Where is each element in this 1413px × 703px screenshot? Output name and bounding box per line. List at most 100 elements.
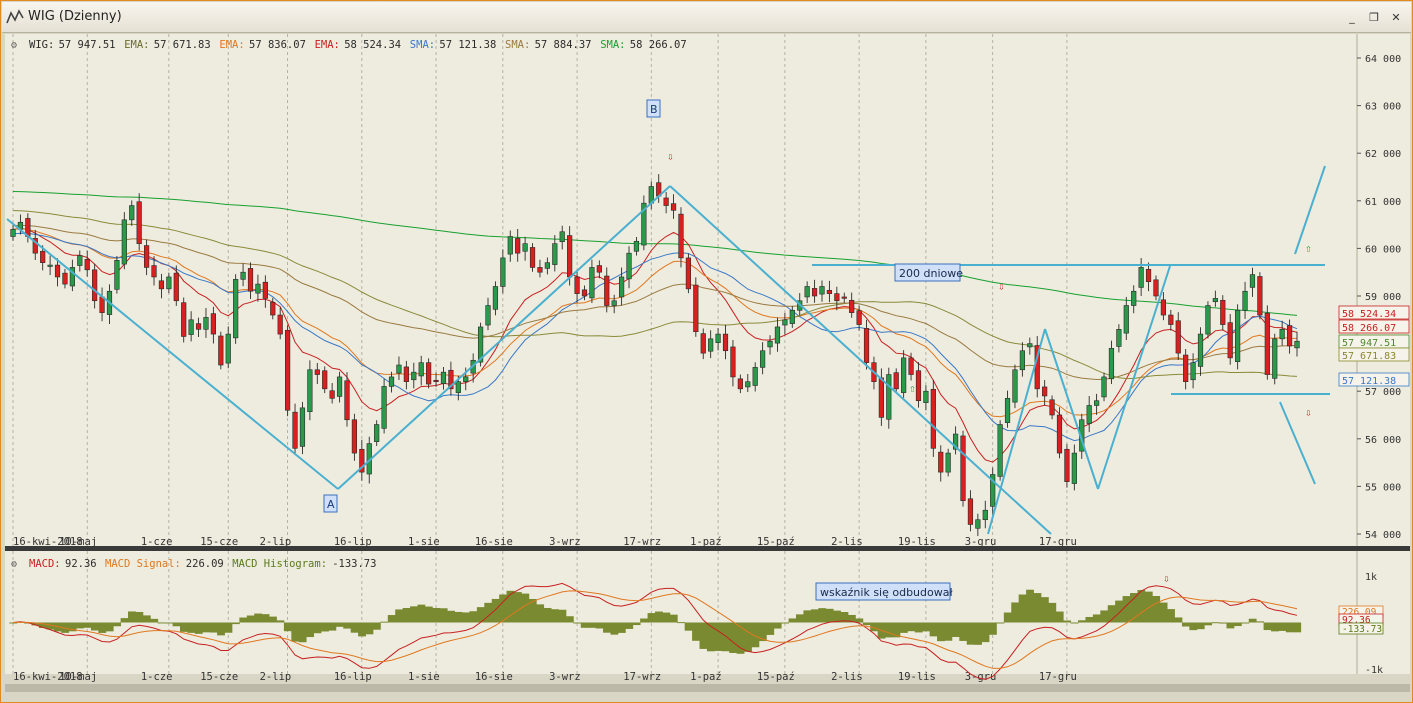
macd-histogram-bar xyxy=(1278,622,1287,631)
macd-histogram-bar xyxy=(1092,614,1101,623)
candle-body xyxy=(552,243,558,265)
price-tag-value: 58 266.07 xyxy=(1342,323,1396,334)
macd-histogram-bar xyxy=(387,615,396,623)
macd-histogram-bar xyxy=(239,617,248,623)
ema-line-brown xyxy=(12,224,1298,381)
candle-body xyxy=(537,267,543,273)
candle-body xyxy=(1235,309,1241,362)
candle-body xyxy=(1197,333,1204,367)
candle-body xyxy=(121,219,127,265)
macd-x-tick-label: 1-sie xyxy=(408,671,440,683)
candle-body xyxy=(1004,398,1011,423)
candle-body xyxy=(54,264,61,278)
candle-body xyxy=(1168,314,1174,325)
macd-y-tick-label: -1k xyxy=(1365,665,1383,676)
annotation-wskaznik-label: wskaźnik się odbudował xyxy=(820,586,953,599)
macd-x-tick-label: 16-kwi-2018 xyxy=(13,671,83,683)
macd-histogram-bar xyxy=(929,622,938,637)
macd-histogram-bar xyxy=(1018,594,1027,623)
macd-histogram-bar xyxy=(313,622,322,634)
macd-histogram-bar xyxy=(224,622,233,633)
candle-body xyxy=(1294,340,1300,349)
candle-body xyxy=(477,326,484,363)
candle-body xyxy=(292,411,298,449)
macd-histogram-bar xyxy=(179,622,188,632)
candle-body xyxy=(47,264,53,267)
macd-histogram-bar xyxy=(551,609,559,623)
candle-body xyxy=(1027,343,1033,348)
candle-body xyxy=(1190,362,1196,381)
macd-histogram-bar xyxy=(892,622,901,638)
macd-histogram-bar xyxy=(350,622,359,633)
candle-body xyxy=(708,338,714,352)
restore-button[interactable]: ❐ xyxy=(1369,11,1379,24)
macd-histogram-bar xyxy=(714,622,723,651)
macd-panel: 1k0k-1k xyxy=(9,572,1383,680)
candle-body xyxy=(544,262,550,269)
macd-histogram-bar xyxy=(439,608,448,623)
macd-histogram-bar xyxy=(640,618,648,623)
minimize-button[interactable]: _ xyxy=(1349,11,1355,24)
horizontal-scrollbar[interactable] xyxy=(5,684,1410,692)
candle-body xyxy=(307,369,313,412)
macd-x-tick-label: 2-lis xyxy=(831,671,863,683)
macd-histogram-bar xyxy=(1122,596,1131,623)
x-tick-label: 17-gru xyxy=(1039,536,1077,548)
close-button[interactable]: ✕ xyxy=(1391,11,1401,24)
macd-settings-icon[interactable]: ⚙ xyxy=(10,559,17,570)
legend-label: MACD Signal: xyxy=(105,558,181,570)
macd-histogram-bar xyxy=(736,622,745,654)
macd-x-tick-label: 17-wrz xyxy=(623,671,661,683)
trend-line xyxy=(337,185,671,490)
legend-label: MACD Histogram: xyxy=(232,558,327,570)
candle-body xyxy=(567,235,573,278)
macd-histogram-bar xyxy=(447,610,456,623)
macd-histogram-bar xyxy=(484,602,493,623)
candle-body xyxy=(62,272,68,285)
macd-histogram-bar xyxy=(543,607,552,623)
trend-line xyxy=(1097,265,1171,490)
candle-body xyxy=(982,509,988,521)
annotation-b: B xyxy=(646,99,661,118)
candle-body xyxy=(626,252,632,280)
macd-histogram-bar xyxy=(128,611,136,623)
sma-200-line xyxy=(12,191,1298,316)
candle-body xyxy=(195,323,202,330)
candle-body xyxy=(388,376,395,387)
x-tick-label: 1-cze xyxy=(141,536,173,548)
macd-histogram-bar xyxy=(855,618,864,623)
candle-body xyxy=(975,519,981,529)
candle-body xyxy=(203,317,209,330)
macd-histogram-bar xyxy=(254,613,263,623)
macd-histogram-bar xyxy=(1226,622,1235,629)
macd-histogram-bar xyxy=(796,614,804,623)
macd-histogram-bar xyxy=(833,610,841,623)
macd-histogram-bar xyxy=(847,614,856,623)
candle-body xyxy=(574,276,580,294)
candle-body xyxy=(69,267,75,287)
candle-body xyxy=(455,381,461,393)
candle-body xyxy=(448,369,454,390)
y-tick-label: 63 000 xyxy=(1365,102,1401,113)
candle-body xyxy=(678,213,684,259)
candle-body xyxy=(930,388,936,449)
price-tag xyxy=(1338,319,1410,334)
candle-body xyxy=(418,362,424,377)
price-legend: ⚙ WIG: 57 947.51 EMA: 57 671.83 EMA: 57 836.0… xyxy=(10,39,687,51)
candle-body xyxy=(693,284,699,333)
macd-histogram-bar xyxy=(150,618,159,623)
sell-arrow-icon: ⇩ xyxy=(667,150,674,163)
macd-histogram-bar xyxy=(68,622,77,632)
macd-histogram-bar xyxy=(1070,622,1079,624)
x-tick-label: 19-lis xyxy=(898,536,936,548)
candle-body xyxy=(247,268,254,292)
legend-settings-icon[interactable]: ⚙ xyxy=(10,40,17,51)
legend-label: EMA: xyxy=(124,39,149,51)
macd-histogram-bar xyxy=(172,622,181,627)
macd-histogram-bar xyxy=(476,607,485,623)
macd-x-tick-label: 19-lis xyxy=(898,671,936,683)
candle-body xyxy=(329,390,335,399)
window-titlebar[interactable]: WIG (Dzienny) _ ❐ ✕ xyxy=(2,2,1411,33)
macd-histogram-bar xyxy=(395,609,404,623)
